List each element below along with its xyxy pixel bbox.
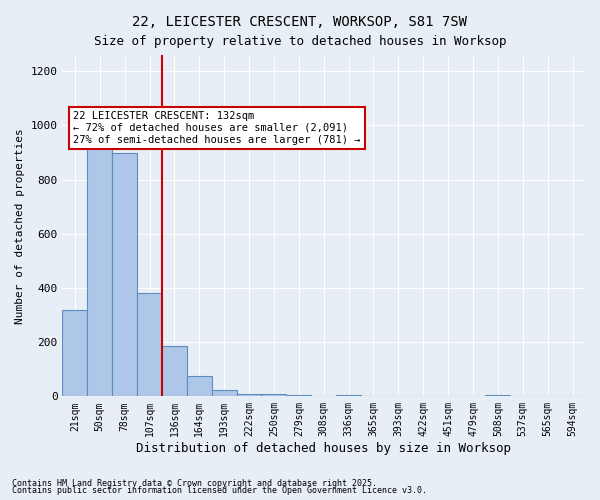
Bar (236, 394, 262, 396)
Text: Contains public sector information licensed under the Open Government Licence v3: Contains public sector information licen… (12, 486, 427, 495)
Bar (162, 346, 187, 397)
Bar (262, 394, 286, 396)
Bar (137, 294, 162, 397)
Bar (88, 126, 112, 396)
Text: 22 LEICESTER CRESCENT: 132sqm
← 72% of detached houses are smaller (2,091)
27% o: 22 LEICESTER CRESCENT: 132sqm ← 72% of d… (73, 112, 361, 144)
Bar (336, 395, 361, 396)
Bar (286, 395, 311, 396)
Bar (112, 152, 137, 396)
Text: 22, LEICESTER CRESCENT, WORKSOP, S81 7SW: 22, LEICESTER CRESCENT, WORKSOP, S81 7SW (133, 15, 467, 29)
Bar (187, 376, 212, 396)
Bar (212, 390, 236, 396)
Text: Size of property relative to detached houses in Worksop: Size of property relative to detached ho… (94, 35, 506, 48)
Bar (62, 310, 88, 396)
Text: Contains HM Land Registry data © Crown copyright and database right 2025.: Contains HM Land Registry data © Crown c… (12, 478, 377, 488)
Bar (485, 395, 511, 396)
Y-axis label: Number of detached properties: Number of detached properties (15, 128, 25, 324)
X-axis label: Distribution of detached houses by size in Worksop: Distribution of detached houses by size … (136, 442, 511, 455)
